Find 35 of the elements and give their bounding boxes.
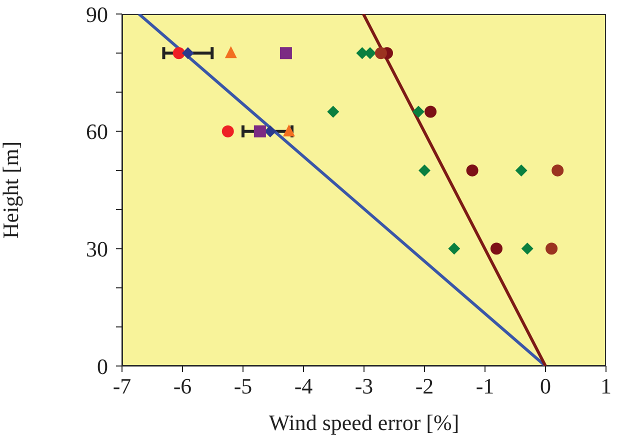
x-tick-label: -7	[112, 374, 132, 399]
point	[515, 164, 528, 176]
x-tick-label: -2	[415, 374, 434, 399]
y-axis-title: Height [m]	[0, 141, 23, 239]
point	[327, 106, 340, 118]
point	[254, 125, 266, 138]
x-tick-label: -3	[354, 374, 374, 399]
point	[552, 164, 564, 176]
point	[224, 46, 237, 58]
x-axis-title: Wind speed error [%]	[268, 410, 460, 435]
point	[424, 106, 437, 118]
x-tick-label: 0	[540, 374, 551, 399]
point	[521, 242, 534, 255]
point	[374, 47, 387, 60]
x-tick-label: -6	[173, 374, 192, 399]
x-tick-label: -5	[234, 374, 252, 399]
point	[466, 164, 478, 176]
y-tick-label: 30	[86, 236, 108, 262]
point	[412, 106, 424, 118]
x-tick-label: 1	[600, 374, 612, 399]
point	[280, 47, 292, 60]
point	[182, 47, 194, 60]
point	[172, 47, 185, 60]
x-tick-label: -4	[294, 374, 313, 399]
point	[490, 242, 502, 255]
point	[448, 242, 460, 255]
point	[264, 125, 276, 138]
point	[418, 164, 430, 176]
y-tick-label: 60	[86, 119, 108, 144]
y-tick-label: 90	[86, 2, 108, 27]
point	[222, 125, 234, 138]
point	[546, 242, 558, 255]
y-tick-label: 0	[97, 354, 108, 379]
point	[282, 124, 295, 136]
x-tick-label: -1	[476, 374, 494, 399]
